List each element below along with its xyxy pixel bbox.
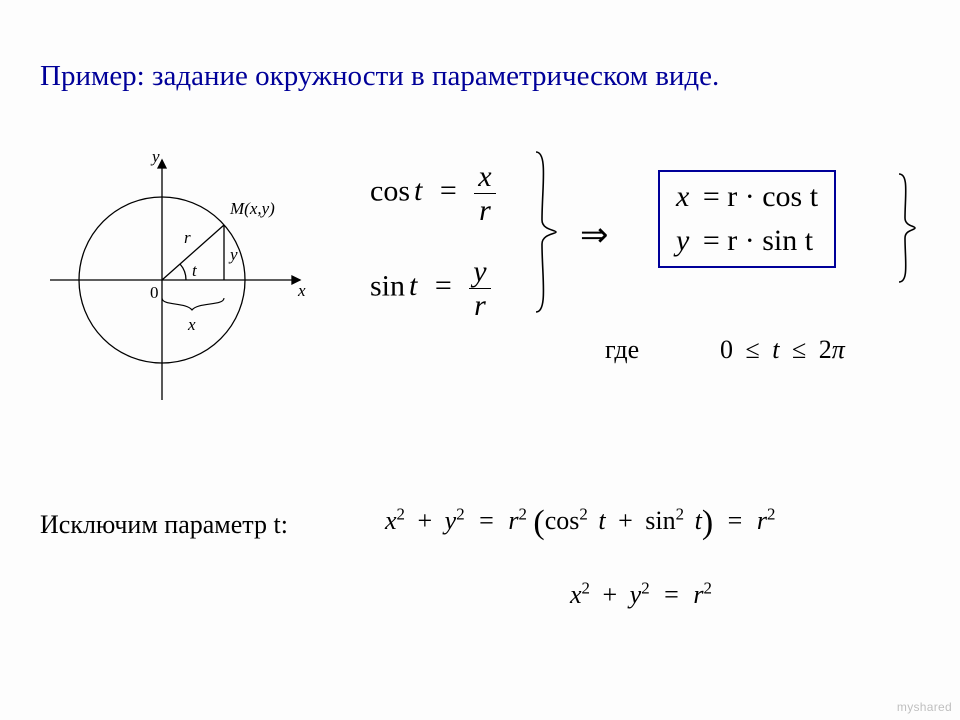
watermark: myshared: [897, 700, 952, 714]
y-axis-label: y: [150, 150, 160, 166]
equation-expand: x2 + y2 = r2 (cos2 t + sin2 t) = r2: [385, 504, 775, 542]
x-axis-label: x: [297, 281, 306, 300]
boxed-result: x = r · cos t y = r · sin t: [658, 170, 836, 268]
circle-diagram: y x 0 M(x,y) r t x y: [40, 150, 320, 430]
equation-final: x2 + y2 = r2: [570, 580, 712, 610]
box-brace: [895, 170, 919, 286]
system-brace: [530, 148, 560, 316]
x-seg-label: x: [187, 315, 196, 334]
t-range: 0 ≤ t ≤ 2π: [720, 335, 845, 365]
trig-system: cost = x r sint = y r: [370, 160, 496, 322]
t-label: t: [192, 261, 198, 280]
page-title: Пример: задание окружности в параметриче…: [40, 60, 719, 93]
r-label: r: [184, 228, 191, 247]
origin-label: 0: [150, 283, 159, 302]
exclude-param-label: Исключим параметр t:: [40, 510, 288, 540]
where-label: где: [605, 335, 639, 365]
point-label: M(x,y): [229, 199, 275, 218]
implies-arrow: ⇒: [580, 215, 609, 255]
y-seg-label: y: [228, 245, 238, 264]
